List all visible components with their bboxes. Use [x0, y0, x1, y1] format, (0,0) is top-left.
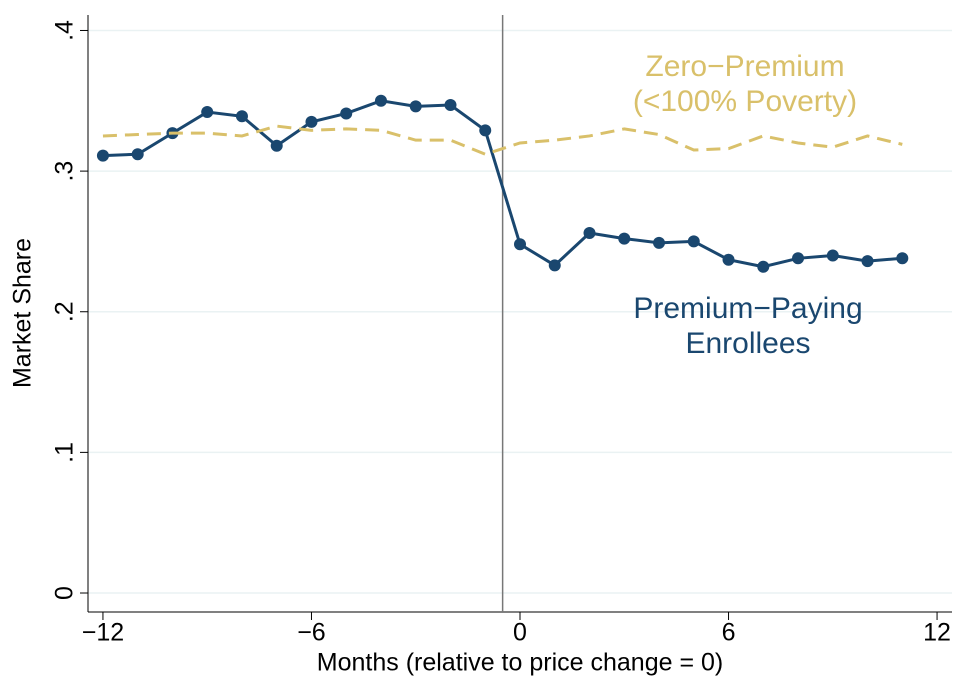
series-label: Zero−Premium — [645, 50, 844, 83]
series-label: (<100% Poverty) — [633, 85, 857, 118]
data-point — [583, 226, 596, 239]
data-point — [479, 124, 492, 137]
data-point — [653, 236, 666, 249]
y-tick-label: 0 — [51, 586, 79, 600]
y-tick-label: .3 — [51, 161, 79, 182]
data-point — [896, 252, 909, 265]
x-tick-label: 12 — [923, 619, 951, 647]
data-point — [131, 148, 144, 161]
data-point — [96, 149, 109, 162]
x-tick-label: 6 — [722, 619, 736, 647]
data-point — [444, 99, 457, 112]
data-point — [722, 253, 735, 266]
data-point — [861, 255, 874, 268]
data-point — [235, 110, 248, 123]
data-point — [548, 259, 561, 272]
y-tick-label: .4 — [51, 20, 79, 41]
x-axis-label: Months (relative to price change = 0) — [317, 649, 723, 677]
data-point — [201, 106, 214, 119]
data-point — [340, 107, 353, 120]
data-point — [270, 139, 283, 152]
data-point — [826, 249, 839, 262]
data-point — [305, 115, 318, 128]
x-tick-label: 0 — [513, 619, 527, 647]
data-point — [618, 232, 631, 245]
y-tick-label: .2 — [51, 301, 79, 322]
x-tick-label: −6 — [297, 619, 326, 647]
data-point — [687, 235, 700, 248]
data-point — [374, 94, 387, 107]
series-line — [102, 124, 903, 156]
data-point — [757, 260, 770, 273]
data-point — [514, 238, 526, 251]
data-point — [409, 100, 422, 113]
series-label: Premium−Paying — [633, 292, 862, 325]
y-axis-label: Market Share — [9, 238, 37, 388]
data-point — [792, 252, 805, 265]
y-tick-label: .1 — [51, 442, 79, 463]
series-label: Enrollees — [685, 327, 810, 360]
x-tick-label: −12 — [82, 619, 124, 647]
